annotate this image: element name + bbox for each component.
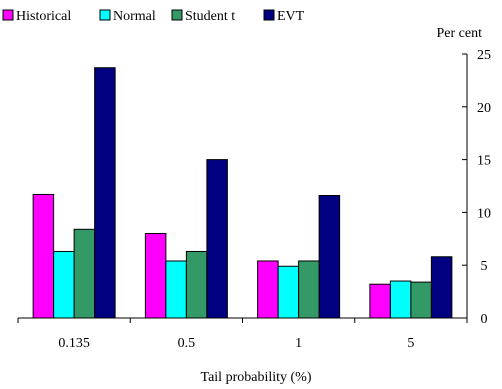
bar-normal-0.135 (53, 250, 75, 319)
bar-evt-0.5 (206, 159, 228, 319)
y-tick-label: 15 (477, 154, 491, 169)
bar-student-t-5 (410, 281, 432, 319)
bar-normal-1 (277, 265, 300, 319)
bar-normal-0.5 (165, 260, 187, 319)
bar-student-t-0.135 (73, 228, 96, 319)
legend-swatch (2, 9, 14, 21)
legend-item-historical: Historical (2, 9, 71, 24)
y-axis-label: Per cent (437, 26, 483, 41)
bar-historical-1 (257, 260, 279, 319)
legend-swatch (263, 9, 275, 21)
bar-evt-1 (318, 195, 341, 319)
legend-label: Historical (16, 9, 71, 24)
bar-historical-5 (369, 283, 391, 319)
legend-item-evt: EVT (263, 9, 305, 24)
x-tick-label: 0.5 (178, 336, 196, 351)
x-axis-label: Tail probability (%) (201, 370, 312, 385)
bar-historical-0.5 (144, 233, 167, 319)
y-tick-label: 20 (477, 101, 491, 116)
x-tick-label: 5 (407, 336, 414, 351)
y-tick-label: 25 (477, 48, 491, 63)
legend-label: EVT (277, 9, 305, 24)
bar-evt-5 (430, 256, 453, 319)
legend-swatch (171, 9, 183, 21)
bar-student-t-0.5 (185, 250, 208, 319)
legend-label: Student t (185, 9, 235, 24)
legend-item-student-t: Student t (171, 9, 235, 24)
x-tick-label: 1 (295, 336, 302, 351)
legend-item-normal: Normal (99, 9, 156, 24)
legend-label: Normal (113, 9, 156, 24)
bars (32, 67, 453, 319)
y-tick-label: 10 (477, 206, 491, 221)
bar-student-t-1 (298, 260, 320, 319)
x-tick-label: 0.135 (58, 336, 90, 351)
y-tick-label: 0 (481, 312, 488, 327)
bar-normal-5 (389, 280, 412, 319)
legend-swatch (99, 9, 111, 21)
legend: Historical Normal Student t EVT (2, 9, 305, 24)
y-tick-label: 5 (481, 259, 488, 274)
bar-historical-0.135 (32, 193, 55, 319)
axes (17, 53, 468, 323)
bar-evt-0.135 (94, 67, 116, 319)
